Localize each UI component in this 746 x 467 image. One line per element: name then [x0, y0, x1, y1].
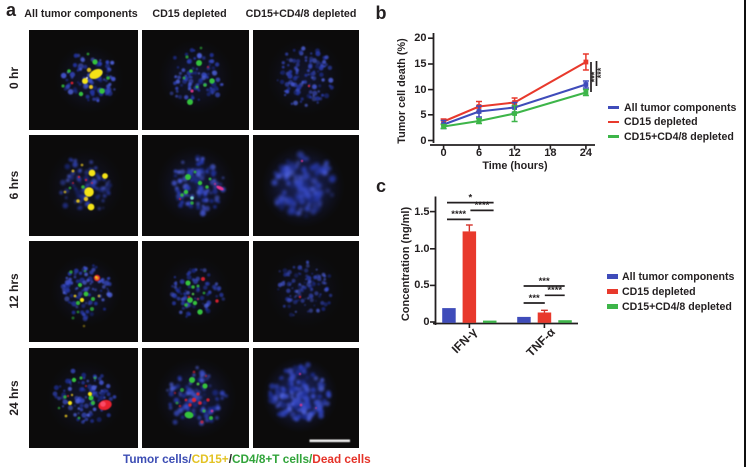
svg-text:***: ***: [590, 71, 600, 82]
svg-text:****: ****: [547, 285, 562, 296]
svg-text:***: ***: [529, 293, 540, 304]
svg-text:****: ****: [475, 200, 490, 211]
svg-text:****: ****: [451, 209, 466, 220]
svg-text:***: ***: [539, 276, 550, 287]
svg-text:***: ***: [596, 67, 606, 78]
svg-text:*: *: [468, 192, 472, 203]
